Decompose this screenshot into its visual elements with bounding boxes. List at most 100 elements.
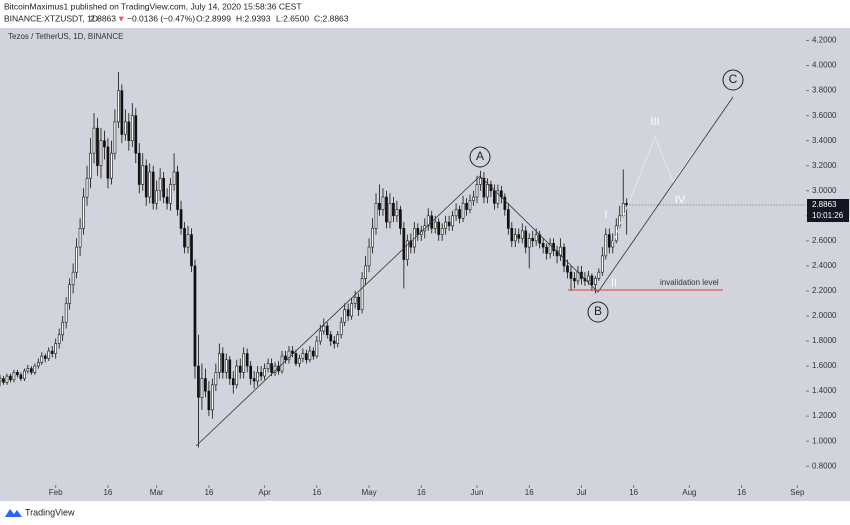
candle-body — [566, 265, 569, 273]
candle-body — [12, 372, 16, 381]
candle-body — [19, 374, 23, 379]
candle-body — [231, 378, 235, 386]
y-tick-label: 1.2000 — [812, 411, 837, 420]
x-tick-label: Mar — [150, 488, 164, 497]
candle-body — [176, 171, 179, 210]
candle-body — [47, 350, 51, 359]
candle-body — [85, 177, 89, 198]
candle-body — [604, 234, 608, 257]
candle-body — [305, 353, 308, 361]
candle-body — [207, 390, 211, 411]
candle-body — [57, 334, 61, 344]
wave-label: I — [604, 209, 607, 221]
last-price: 2.8863 — [90, 13, 116, 23]
drawings — [195, 69, 744, 447]
wave-circle — [587, 301, 609, 323]
x-tick-label: 16 — [629, 488, 638, 497]
candle-body — [120, 90, 124, 135]
candle-body — [496, 190, 500, 204]
candle-body — [336, 334, 340, 344]
x-tick-label: Aug — [682, 488, 696, 497]
plot: 0.8000 1.0000 1.2000 1.4000 1.6000 1.8000 2.00… — [0, 36, 837, 497]
candle-body — [479, 177, 482, 185]
wave-label: A — [476, 149, 484, 163]
candle-body — [224, 359, 228, 373]
candle-body — [367, 246, 371, 267]
candle-body — [597, 271, 601, 279]
candle-body — [388, 202, 392, 223]
candle-body — [548, 243, 552, 254]
candle-body — [465, 202, 468, 210]
symbol: BINANCE:XTZUSDT, 1D — [4, 13, 98, 23]
candle-body — [468, 200, 472, 210]
candle-body — [82, 196, 85, 229]
candle-body — [0, 378, 2, 382]
publisher: BitcoinMaximus1 published on TradingView… — [4, 1, 302, 11]
x-tick-label: 16 — [417, 488, 426, 497]
candle-body — [364, 265, 367, 279]
candle-body — [534, 234, 538, 242]
candle-body — [211, 384, 214, 411]
invalidation-label: invalidation level — [660, 278, 719, 287]
y-tick-label: 1.6000 — [812, 361, 837, 370]
candle-body — [148, 171, 152, 198]
x-tick-label: Sep — [790, 488, 805, 497]
symbol-line: BINANCE:XTZUSDT, 1D 2.8863 ▼ −0.0136 (−0… — [4, 13, 349, 23]
candle-body — [520, 230, 524, 239]
candle-body — [141, 165, 145, 185]
candle-body — [308, 350, 312, 361]
wave-line — [195, 96, 734, 447]
candle-body — [329, 334, 333, 342]
candle-body — [204, 378, 207, 392]
candle-body — [416, 228, 420, 235]
candle-body — [315, 340, 319, 357]
candle-body — [103, 140, 106, 148]
candle-body — [172, 171, 176, 185]
candle-body — [2, 378, 5, 383]
y-tick-label: 2.2000 — [812, 286, 837, 295]
candle-body — [50, 350, 54, 354]
candle-body — [92, 127, 96, 154]
candle-body — [106, 146, 110, 179]
candle-body — [151, 171, 155, 204]
y-tick-label: 3.0000 — [812, 186, 837, 195]
candle-body — [144, 165, 148, 198]
candle-body — [402, 228, 406, 260]
candle-body — [29, 368, 33, 373]
y-tick-label: 3.2000 — [812, 161, 837, 170]
candle-body — [284, 355, 287, 361]
candle-body — [179, 209, 183, 229]
candle-body — [426, 215, 430, 227]
candle-body — [193, 265, 197, 367]
candle-body — [545, 246, 548, 254]
x-tick-label: May — [361, 488, 376, 497]
candle-body — [36, 361, 40, 367]
candle-body — [325, 325, 329, 336]
candle-body — [437, 221, 441, 235]
candle-body — [245, 353, 249, 367]
candle-body — [266, 363, 270, 369]
x-tick-label: 16 — [525, 488, 534, 497]
y-tick-label: 2.6000 — [812, 236, 837, 245]
candle-body — [406, 240, 409, 260]
candle-body — [475, 184, 479, 198]
candle-body — [381, 196, 385, 210]
y-tick-label: 2.0000 — [812, 311, 837, 320]
candle-body — [559, 246, 562, 257]
x-tick-label: 16 — [103, 488, 112, 497]
candle-body — [594, 278, 597, 285]
x-tick-label: Feb — [49, 488, 63, 497]
candle-body — [134, 115, 138, 154]
candle-body — [517, 234, 521, 239]
time-axis — [0, 485, 850, 501]
y-tick-label: 3.8000 — [812, 86, 837, 95]
candle-body — [61, 321, 65, 336]
candle-body — [360, 278, 364, 311]
candle-body — [458, 209, 461, 219]
logo — [5, 509, 22, 517]
candle-body — [399, 209, 402, 229]
candle-body — [89, 152, 92, 179]
x-tick-label: Apr — [258, 488, 271, 497]
x-tick-label: 16 — [204, 488, 213, 497]
candle-body — [451, 215, 454, 227]
